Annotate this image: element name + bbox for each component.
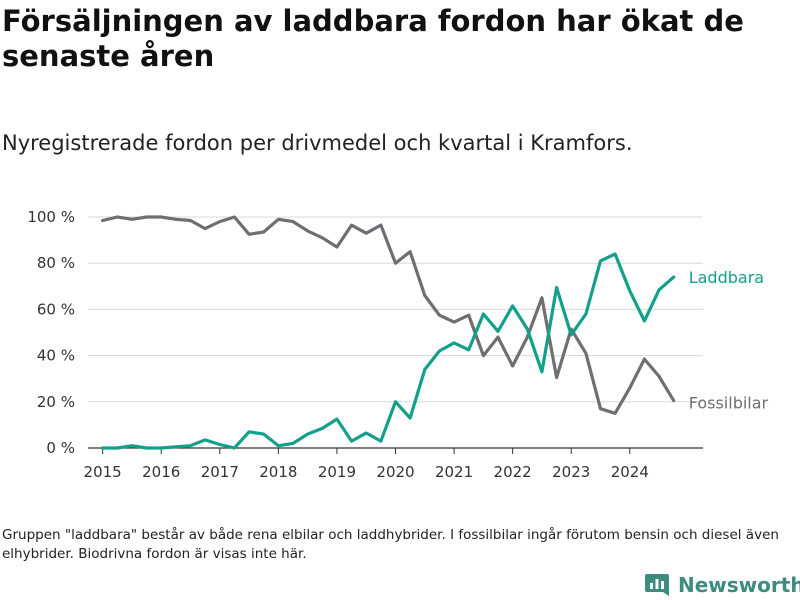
y-tick-label: 0 % [46, 439, 75, 457]
x-tick-label: 2018 [259, 463, 297, 481]
y-tick-label: 100 % [27, 208, 75, 226]
series-line-laddbara [100, 252, 676, 450]
x-tick-label: 2020 [376, 463, 414, 481]
x-tick-label: 2016 [142, 463, 180, 481]
chart-subtitle: Nyregistrerade fordon per drivmedel och … [2, 131, 633, 155]
chart-title: Försäljningen av laddbara fordon har öka… [2, 4, 744, 73]
series-layer [100, 215, 676, 450]
x-tick-label: 2021 [435, 463, 473, 481]
series-label-fossilbilar: Fossilbilar [689, 394, 769, 413]
y-tick-label: 60 % [37, 300, 75, 318]
x-tick-label: 2015 [84, 463, 122, 481]
footnote: Gruppen "laddbara" består av både rena e… [2, 527, 779, 562]
brand-logo: Newsworthy [644, 570, 800, 600]
line-chart: 0 % 20 % 40 % 60 % 80 % 100 % 2015 2016 2017 2018… [27, 208, 769, 481]
x-tick-label: 2019 [318, 463, 356, 481]
brand-name: Newsworthy [678, 573, 800, 597]
x-tick-label: 2022 [494, 463, 532, 481]
y-tick-label: 40 % [37, 347, 75, 365]
axis-layer: 0 % 20 % 40 % 60 % 80 % 100 % 2015 2016 2017 2018… [27, 208, 703, 481]
x-tick-label: 2024 [611, 463, 649, 481]
label-layer: Fossilbilar Laddbara [689, 268, 769, 413]
bar-chart-logo-icon [645, 574, 669, 596]
x-tick-label: 2017 [201, 463, 239, 481]
series-label-laddbara: Laddbara [689, 268, 764, 287]
x-tick-label: 2023 [552, 463, 590, 481]
y-tick-label: 20 % [37, 393, 75, 411]
grid-layer [88, 216, 703, 403]
series-line-fossilbilar [100, 215, 676, 415]
y-tick-label: 80 % [37, 254, 75, 272]
